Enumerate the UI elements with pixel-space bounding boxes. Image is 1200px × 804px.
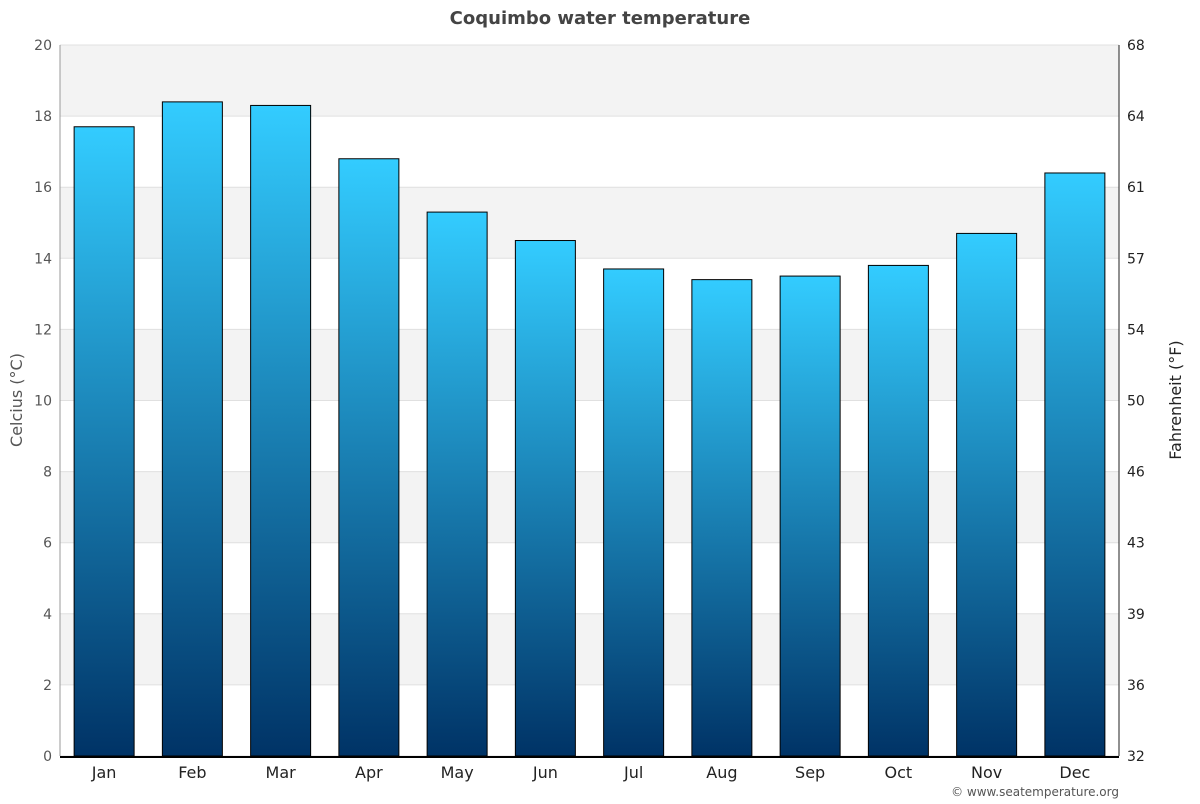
y2-tick-label: 68 [1127,38,1145,54]
y2-tick-label: 57 [1127,251,1145,267]
y2-tick-label: 32 [1127,749,1145,765]
bar-jul[interactable] [603,268,665,757]
x-tick-label: Oct [885,763,913,782]
bar-jun[interactable] [514,240,576,757]
x-tick-label: Jul [623,763,643,782]
y2-tick-label: 61 [1127,180,1145,196]
bar-sep[interactable] [779,275,841,757]
y2-tick-label: 39 [1127,607,1145,623]
bar-mar[interactable] [250,104,312,757]
bar-jan[interactable] [73,126,135,757]
y-tick-label: 14 [34,251,52,267]
y-tick-label: 10 [34,394,52,410]
credit: © www.seatemperature.org [951,785,1119,799]
y-tick-label: 16 [34,180,52,196]
grid-band [60,187,1119,259]
bar-feb[interactable] [161,101,223,757]
grid-band [60,613,1119,685]
y-tick-label: 12 [34,322,52,338]
y-tick-label: 4 [43,607,52,623]
x-tick-label: Jun [532,763,558,782]
x-tick-label: Aug [706,763,737,782]
y2-tick-label: 46 [1127,465,1145,481]
y2-axis-label: Fahrenheit (°F) [1166,340,1185,459]
x-tick-label: May [441,763,474,782]
y-tick-label: 18 [34,109,52,125]
x-tick-label: Feb [178,763,206,782]
x-tick-label: Jan [91,763,117,782]
bar-oct[interactable] [867,264,929,757]
y2-tick-label: 54 [1127,322,1145,338]
y-tick-label: 20 [34,38,52,54]
bar-nov[interactable] [956,232,1018,757]
y2-tick-label: 64 [1127,109,1145,125]
y-tick-label: 8 [43,465,52,481]
y2-tick-label: 36 [1127,678,1145,694]
y-tick-label: 2 [43,678,52,694]
grid-band [60,471,1119,543]
y2-tick-label: 43 [1127,536,1145,552]
y-tick-label: 6 [43,536,52,552]
y2-tick-label: 50 [1127,394,1145,410]
x-tick-label: Sep [795,763,825,782]
bar-apr[interactable] [338,158,400,757]
bar-aug[interactable] [691,279,753,757]
y-axis-label: Celcius (°C) [7,353,26,447]
grid-band [60,329,1119,401]
grid-band [60,45,1119,117]
x-tick-label: Nov [971,763,1002,782]
bar-dec[interactable] [1044,172,1106,757]
y-tick-label: 0 [43,749,52,765]
x-tick-label: Dec [1059,763,1090,782]
bar-may[interactable] [426,211,488,757]
chart-title: Coquimbo water temperature [450,8,751,29]
x-tick-label: Mar [266,763,297,782]
x-tick-label: Apr [355,763,383,782]
